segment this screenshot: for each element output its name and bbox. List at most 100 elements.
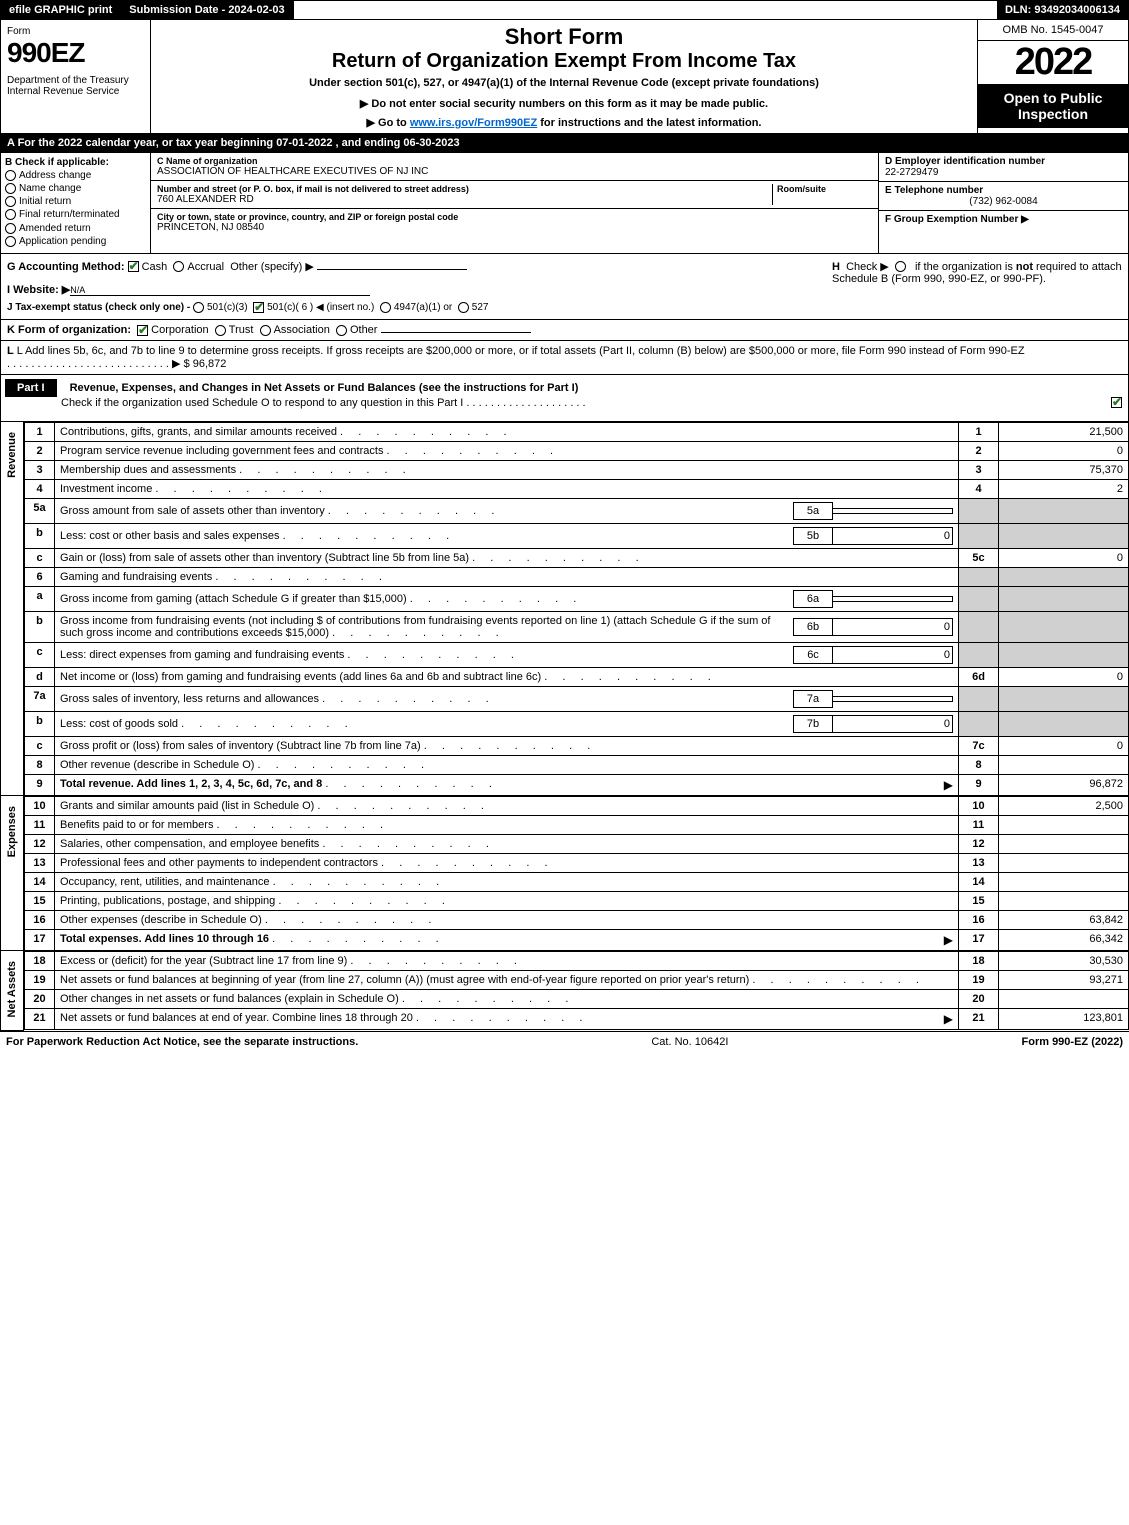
b-item-3: Final return/terminated [5,209,146,220]
table-row: 12Salaries, other compensation, and empl… [25,834,1129,853]
city-state-zip: PRINCETON, NJ 08540 [157,222,872,233]
row-description: Less: cost or other basis and sales expe… [55,523,959,548]
row-number: 5a [25,498,55,523]
part1-schedule-o-checkbox[interactable] [1111,397,1122,408]
expenses-section: Expenses 10Grants and similar amounts pa… [0,796,1129,951]
line-amount: 21,500 [999,422,1129,441]
k-opt-1: Trust [229,324,254,336]
line-ref: 9 [959,774,999,795]
b-checkbox-3[interactable] [5,209,16,220]
expenses-label-text: Expenses [4,796,20,867]
accrual-radio[interactable] [173,261,184,272]
line-amount [999,686,1129,711]
l-amount: ▶ $ 96,872 [172,358,226,370]
table-row: dNet income or (loss) from gaming and fu… [25,667,1129,686]
g-accounting: G Accounting Method: Cash Accrual Other … [7,260,822,273]
line-amount [999,567,1129,586]
line-amount [999,498,1129,523]
table-row: bLess: cost or other basis and sales exp… [25,523,1129,548]
b-checkbox-4[interactable] [5,223,16,234]
k-corp-checkbox[interactable] [137,325,148,336]
line-amount: 96,872 [999,774,1129,795]
b-checkbox-1[interactable] [5,183,16,194]
row-description: Gain or (loss) from sale of assets other… [55,548,959,567]
f-group-label: F Group Exemption Number ▶ [885,214,1122,225]
row-description: Net income or (loss) from gaming and fun… [55,667,959,686]
sub-line-num: 5b [793,527,833,545]
line-amount: 0 [999,736,1129,755]
row-number: 11 [25,815,55,834]
part1-title: Revenue, Expenses, and Changes in Net As… [1,378,1128,425]
j-501c-checkbox[interactable] [253,302,264,313]
sub-line-num: 6a [793,590,833,608]
sub-line-val [833,696,953,702]
row-description: Total expenses. Add lines 10 through 16 … [55,929,959,950]
form-number: 990EZ [7,37,144,69]
sub-line-val: 0 [833,715,953,733]
row-number: 20 [25,989,55,1008]
b-checkbox-2[interactable] [5,196,16,207]
line-ref: 19 [959,970,999,989]
row-number: 15 [25,891,55,910]
row-number: 3 [25,460,55,479]
b-checkbox-5[interactable] [5,236,16,247]
other-specify-input[interactable] [317,269,467,270]
irs-link[interactable]: www.irs.gov/Form990EZ [410,117,537,129]
k-assoc-radio[interactable] [260,325,271,336]
j-opt-0: 501(c)(3) [207,302,248,313]
cash-checkbox[interactable] [128,261,139,272]
j-501c3-radio[interactable] [193,302,204,313]
b-item-5: Application pending [5,236,146,247]
short-form-label: Short Form [161,24,967,50]
table-row: cLess: direct expenses from gaming and f… [25,642,1129,667]
b-checkbox-0[interactable] [5,170,16,181]
sub-line-num: 7b [793,715,833,733]
row-description: Net assets or fund balances at beginning… [55,970,959,989]
line-ref: 8 [959,755,999,774]
k-label: K Form of organization: [7,324,131,336]
sub-line-val: 0 [833,527,953,545]
line-amount: 2 [999,479,1129,498]
d-ein-label: D Employer identification number [885,156,1122,167]
k-trust-radio[interactable] [215,325,226,336]
line-amount: 2,500 [999,796,1129,815]
k-other-radio[interactable] [336,325,347,336]
other-label: Other (specify) ▶ [230,261,314,273]
table-row: bGross income from fundraising events (n… [25,611,1129,642]
open-to-public: Open to Public Inspection [978,84,1128,128]
line-amount: 75,370 [999,460,1129,479]
line-ref: 5c [959,548,999,567]
table-row: 1Contributions, gifts, grants, and simil… [25,422,1129,441]
part1-badge: Part I [5,379,57,397]
j-label: J Tax-exempt status (check only one) - [7,302,193,313]
col-b-checkboxes: B Check if applicable: Address changeNam… [1,153,151,253]
row-number: 13 [25,853,55,872]
table-row: 18Excess or (deficit) for the year (Subt… [25,951,1129,970]
k-opt-2: Association [274,324,330,336]
dln-label: DLN: 93492034006134 [997,1,1128,19]
table-row: 19Net assets or fund balances at beginni… [25,970,1129,989]
line-amount [999,989,1129,1008]
table-row: 10Grants and similar amounts paid (list … [25,796,1129,815]
row-description: Membership dues and assessments . . . . … [55,460,959,479]
line-l: L L Add lines 5b, 6c, and 7b to line 9 t… [0,341,1129,375]
row-description: Gross income from gaming (attach Schedul… [55,586,959,611]
line-ref [959,642,999,667]
table-row: aGross income from gaming (attach Schedu… [25,586,1129,611]
table-row: 16Other expenses (describe in Schedule O… [25,910,1129,929]
l-text: L Add lines 5b, 6c, and 7b to line 9 to … [17,345,1025,357]
line-ref: 18 [959,951,999,970]
line-amount: 123,801 [999,1008,1129,1029]
j-4947-radio[interactable] [380,302,391,313]
line-amount [999,834,1129,853]
city-label: City or town, state or province, country… [157,212,872,222]
row-number: 8 [25,755,55,774]
j-527-radio[interactable] [458,302,469,313]
sub-line-num: 5a [793,502,833,520]
k-other-input[interactable] [381,332,531,333]
j-opt-2: 4947(a)(1) or [394,302,452,313]
h-checkbox[interactable] [895,261,906,272]
row-number: 6 [25,567,55,586]
link-post: for instructions and the latest informat… [537,117,761,129]
line-amount [999,853,1129,872]
